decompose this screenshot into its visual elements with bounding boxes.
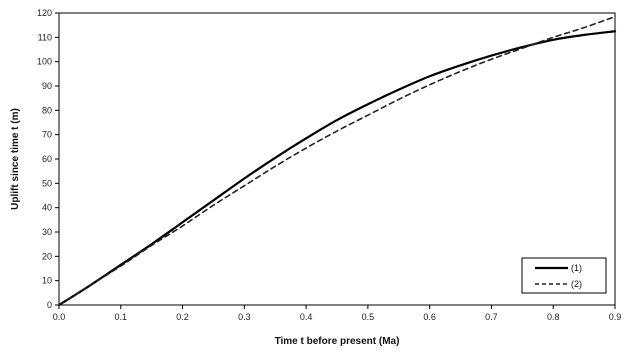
x-tick-label: 0.1 [115,312,128,322]
y-tick-label: 110 [38,32,52,42]
x-tick-label: 0.2 [176,312,189,322]
y-tick-label: 30 [42,227,52,237]
y-tick-label: 60 [42,154,52,164]
series-line-1 [57,30,617,307]
x-tick-label: 0.5 [362,312,375,322]
x-axis-ticks: 0.0 0.1 0.2 0.3 0.4 0.5 0.6 0.7 0.8 0.9 [53,305,622,322]
y-tick-label: 100 [37,57,52,67]
y-axis-ticks: 0 10 20 30 40 50 60 70 80 90 100 110 120 [37,8,59,310]
y-tick-label: 70 [42,130,52,140]
x-tick-label: 0.4 [300,312,313,322]
series-layer [57,15,617,307]
y-tick-label: 20 [42,251,52,261]
x-tick-label: 0.7 [485,312,498,322]
y-tick-label: 40 [42,203,52,213]
x-tick-label: 0.8 [547,312,560,322]
y-tick-label: 10 [42,276,52,286]
legend-label-series-2: (2) [571,279,582,289]
x-axis-title: Time t before present (Ma) [275,336,400,347]
y-tick-label: 80 [42,105,52,115]
series-line-2 [58,15,616,306]
y-axis-title: Uplift since time t (m) [10,108,21,210]
x-tick-label: 0.3 [238,312,251,322]
x-tick-label: 0.9 [609,312,622,322]
y-tick-label: 50 [42,178,52,188]
x-tick-label: 0.0 [53,312,66,322]
y-tick-label: 120 [37,8,52,18]
legend-box [521,257,607,294]
y-tick-label: 90 [42,81,52,91]
legend-label-series-1: (1) [571,263,582,273]
legend: (1) (2) [521,257,607,294]
x-tick-label: 0.6 [423,312,436,322]
y-tick-label: 0 [47,300,52,310]
